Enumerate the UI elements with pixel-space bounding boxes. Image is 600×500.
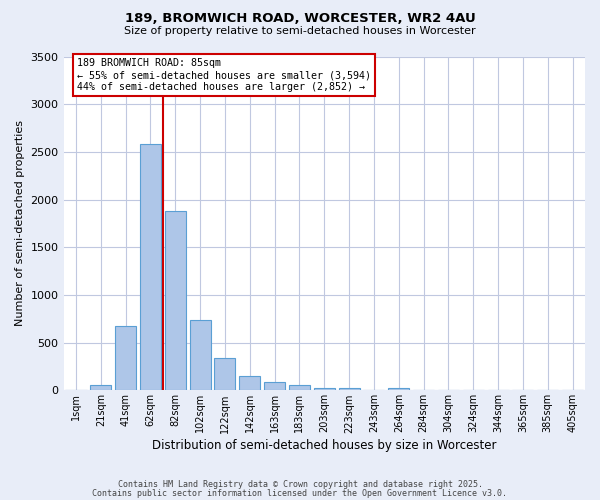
Bar [388, 388, 409, 390]
Bar [115, 326, 136, 390]
Text: Contains public sector information licensed under the Open Government Licence v3: Contains public sector information licen… [92, 488, 508, 498]
Text: Contains HM Land Registry data © Crown copyright and database right 2025.: Contains HM Land Registry data © Crown c… [118, 480, 482, 489]
Bar [190, 320, 211, 390]
Bar [214, 358, 235, 390]
Text: Size of property relative to semi-detached houses in Worcester: Size of property relative to semi-detach… [124, 26, 476, 36]
Bar [90, 384, 112, 390]
Bar [314, 388, 335, 390]
Bar [264, 382, 285, 390]
Bar [165, 211, 186, 390]
Text: 189, BROMWICH ROAD, WORCESTER, WR2 4AU: 189, BROMWICH ROAD, WORCESTER, WR2 4AU [125, 12, 475, 26]
X-axis label: Distribution of semi-detached houses by size in Worcester: Distribution of semi-detached houses by … [152, 440, 497, 452]
Bar [289, 385, 310, 390]
Y-axis label: Number of semi-detached properties: Number of semi-detached properties [15, 120, 25, 326]
Bar [140, 144, 161, 390]
Bar [239, 376, 260, 390]
Text: 189 BROMWICH ROAD: 85sqm
← 55% of semi-detached houses are smaller (3,594)
44% o: 189 BROMWICH ROAD: 85sqm ← 55% of semi-d… [77, 58, 371, 92]
Bar [338, 388, 359, 390]
